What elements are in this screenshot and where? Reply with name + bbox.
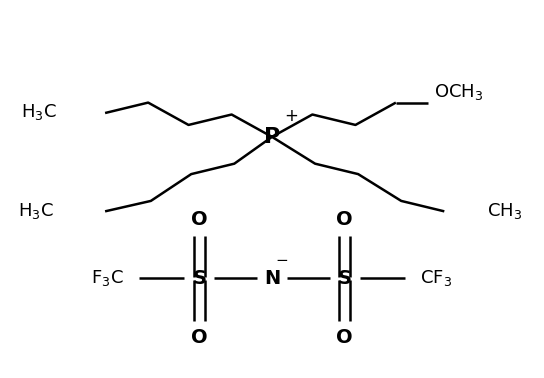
Text: H$_3$C: H$_3$C (18, 201, 54, 222)
Text: S: S (193, 269, 206, 288)
Text: P: P (264, 127, 280, 147)
Text: O: O (336, 328, 353, 347)
Text: CF$_3$: CF$_3$ (420, 268, 452, 288)
Text: O: O (336, 210, 353, 229)
Text: F$_3$C: F$_3$C (91, 268, 124, 288)
Text: OCH$_3$: OCH$_3$ (434, 82, 483, 102)
Text: O: O (191, 210, 208, 229)
Text: S: S (338, 269, 351, 288)
Text: +: + (284, 107, 298, 125)
Text: −: − (275, 253, 288, 268)
Text: N: N (264, 269, 280, 288)
Text: H$_3$C: H$_3$C (21, 102, 57, 122)
Text: CH$_3$: CH$_3$ (487, 201, 523, 222)
Text: O: O (191, 328, 208, 347)
